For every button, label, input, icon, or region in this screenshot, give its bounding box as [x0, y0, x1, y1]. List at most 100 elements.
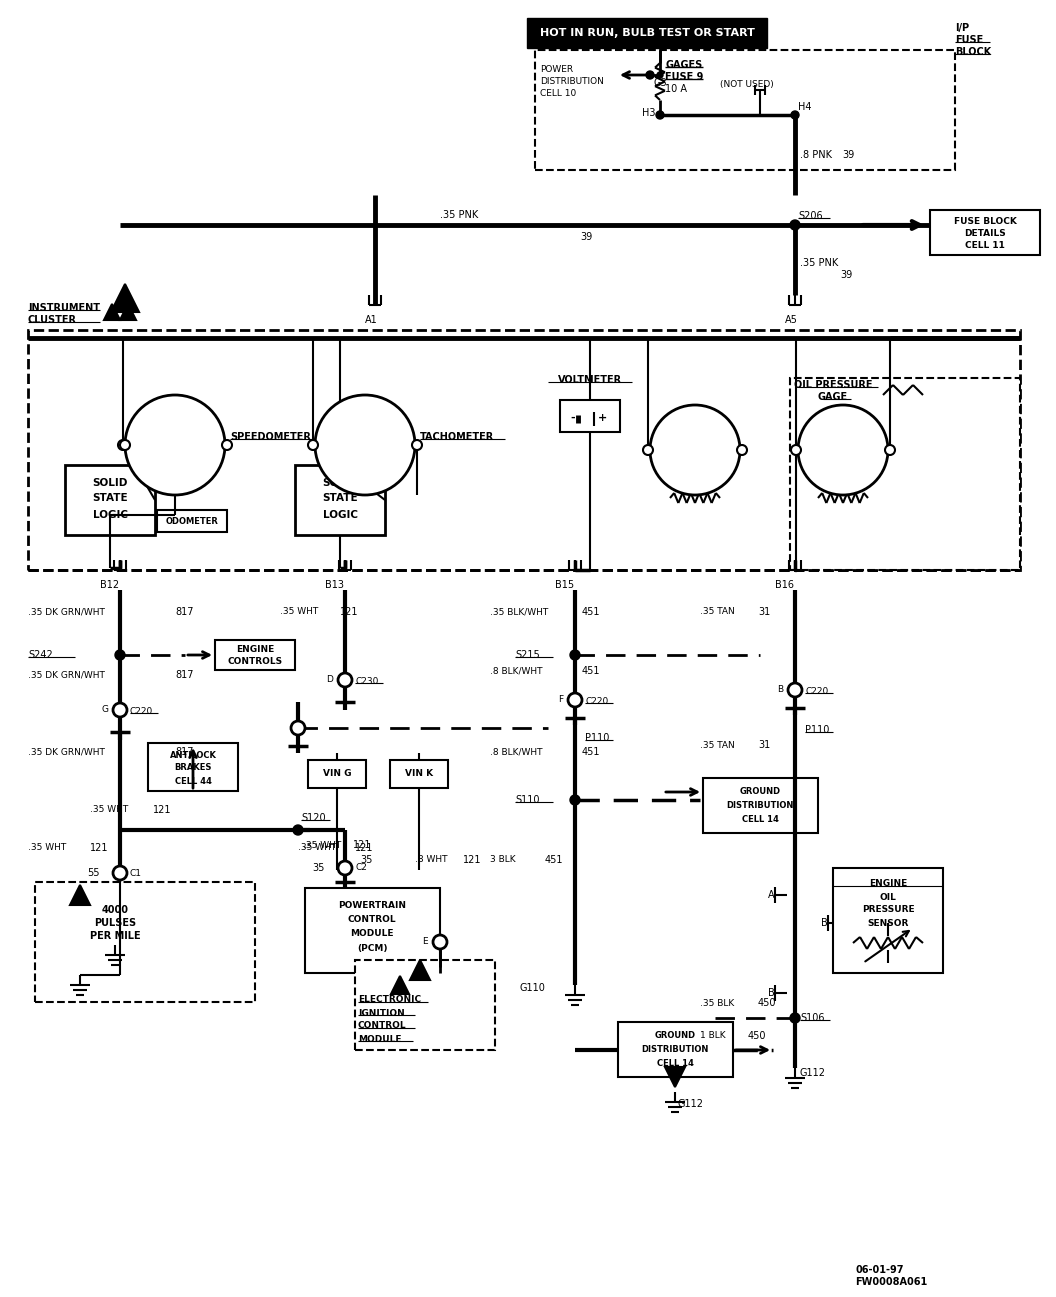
Bar — [308, 760, 366, 789]
Text: DISTRIBUTION: DISTRIBUTION — [727, 802, 794, 811]
Text: 6: 6 — [331, 454, 336, 459]
Text: B12: B12 — [100, 580, 119, 590]
Circle shape — [120, 440, 130, 450]
Circle shape — [115, 650, 125, 660]
Text: FUSE BLOCK: FUSE BLOCK — [954, 218, 1017, 227]
Text: D: D — [326, 676, 333, 685]
Text: TACHOMETER: TACHOMETER — [420, 432, 494, 442]
Circle shape — [125, 396, 225, 495]
Text: .35 DK GRN/WHT: .35 DK GRN/WHT — [29, 671, 105, 680]
Circle shape — [885, 445, 895, 455]
Text: CELL 44: CELL 44 — [174, 777, 211, 786]
Text: .35 PNK: .35 PNK — [440, 210, 478, 220]
Text: 35: 35 — [313, 863, 325, 873]
Text: LOGIC: LOGIC — [93, 510, 128, 520]
Text: 150: 150 — [207, 460, 222, 470]
Text: B16: B16 — [775, 580, 794, 590]
Text: VIN K: VIN K — [404, 769, 433, 778]
Text: .35 WHT: .35 WHT — [303, 840, 341, 850]
Polygon shape — [111, 284, 139, 313]
Bar — [215, 639, 295, 671]
Polygon shape — [70, 885, 90, 905]
Text: P110: P110 — [585, 733, 609, 743]
Text: B: B — [777, 686, 782, 694]
Text: CONTROLS: CONTROLS — [227, 658, 283, 667]
Text: 3 BLK: 3 BLK — [490, 856, 515, 865]
Text: I/P: I/P — [955, 23, 969, 32]
Circle shape — [788, 684, 802, 696]
Text: 06-01-97: 06-01-97 — [855, 1265, 904, 1275]
Text: C1: C1 — [130, 869, 142, 878]
Text: POWERTRAIN: POWERTRAIN — [338, 901, 406, 910]
Text: B: B — [769, 988, 775, 997]
Text: HOT IN RUN, BULB TEST OR START: HOT IN RUN, BULB TEST OR START — [540, 29, 754, 38]
Circle shape — [643, 445, 653, 455]
Text: S110: S110 — [515, 795, 540, 805]
Text: G3: G3 — [653, 78, 666, 88]
Text: 450: 450 — [758, 997, 776, 1008]
Text: 451: 451 — [545, 855, 564, 865]
Bar — [148, 743, 238, 791]
Bar — [535, 51, 955, 170]
Text: .8 BLK/WHT: .8 BLK/WHT — [490, 747, 543, 756]
Bar — [295, 466, 385, 534]
Polygon shape — [391, 977, 409, 994]
Text: 4: 4 — [343, 470, 347, 476]
Bar — [65, 466, 155, 534]
Text: 31: 31 — [758, 741, 770, 750]
Text: ODOMETER: ODOMETER — [166, 516, 219, 525]
Circle shape — [118, 440, 128, 450]
Text: OIL: OIL — [880, 892, 897, 901]
Bar — [930, 210, 1040, 256]
Text: G112: G112 — [678, 1099, 704, 1109]
Text: ENGINE: ENGINE — [235, 646, 275, 655]
Text: A5: A5 — [785, 315, 798, 326]
Bar — [527, 18, 767, 48]
Text: G112: G112 — [800, 1067, 826, 1078]
Text: 40: 40 — [835, 477, 844, 482]
Text: .35 TAN: .35 TAN — [700, 741, 735, 750]
Text: BRAKES: BRAKES — [174, 764, 211, 773]
Circle shape — [657, 73, 663, 78]
Text: GAGES: GAGES — [665, 60, 702, 70]
Bar — [355, 960, 495, 1051]
Text: GROUND: GROUND — [739, 787, 780, 796]
Text: C230: C230 — [355, 677, 378, 686]
Text: SPEEDOMETER: SPEEDOMETER — [230, 432, 310, 442]
Circle shape — [568, 693, 582, 707]
Text: 450: 450 — [748, 1031, 767, 1041]
Polygon shape — [120, 303, 136, 320]
Text: 121: 121 — [90, 843, 109, 853]
Text: 2: 2 — [380, 471, 384, 477]
Text: 121: 121 — [153, 805, 171, 815]
Polygon shape — [665, 1067, 685, 1087]
Text: P110: P110 — [805, 725, 829, 735]
Bar — [618, 1022, 733, 1077]
Circle shape — [647, 73, 653, 78]
Circle shape — [113, 866, 127, 879]
Text: 31: 31 — [758, 607, 770, 617]
Polygon shape — [103, 303, 120, 320]
Circle shape — [646, 71, 654, 79]
Text: C2: C2 — [355, 864, 366, 873]
Text: PULSES: PULSES — [94, 918, 136, 927]
Text: 451: 451 — [582, 607, 601, 617]
Text: CONTROL: CONTROL — [358, 1022, 407, 1031]
Text: GAGE: GAGE — [818, 392, 848, 402]
Text: CELL 14: CELL 14 — [657, 1060, 694, 1069]
Text: .35 WHT: .35 WHT — [90, 805, 128, 815]
Text: OIL PRESSURE: OIL PRESSURE — [794, 380, 872, 390]
Bar — [390, 760, 448, 789]
Text: 121: 121 — [355, 843, 374, 853]
Text: CELL 11: CELL 11 — [965, 241, 1005, 250]
Circle shape — [790, 220, 800, 230]
Text: VOLTMETER: VOLTMETER — [558, 375, 622, 385]
Text: G: G — [101, 706, 108, 715]
Circle shape — [338, 861, 352, 875]
Text: (PCM): (PCM) — [357, 943, 388, 952]
Text: 817: 817 — [175, 671, 193, 680]
Bar — [833, 868, 943, 973]
Text: H4: H4 — [798, 102, 811, 112]
Circle shape — [650, 405, 740, 495]
Bar — [157, 510, 227, 532]
